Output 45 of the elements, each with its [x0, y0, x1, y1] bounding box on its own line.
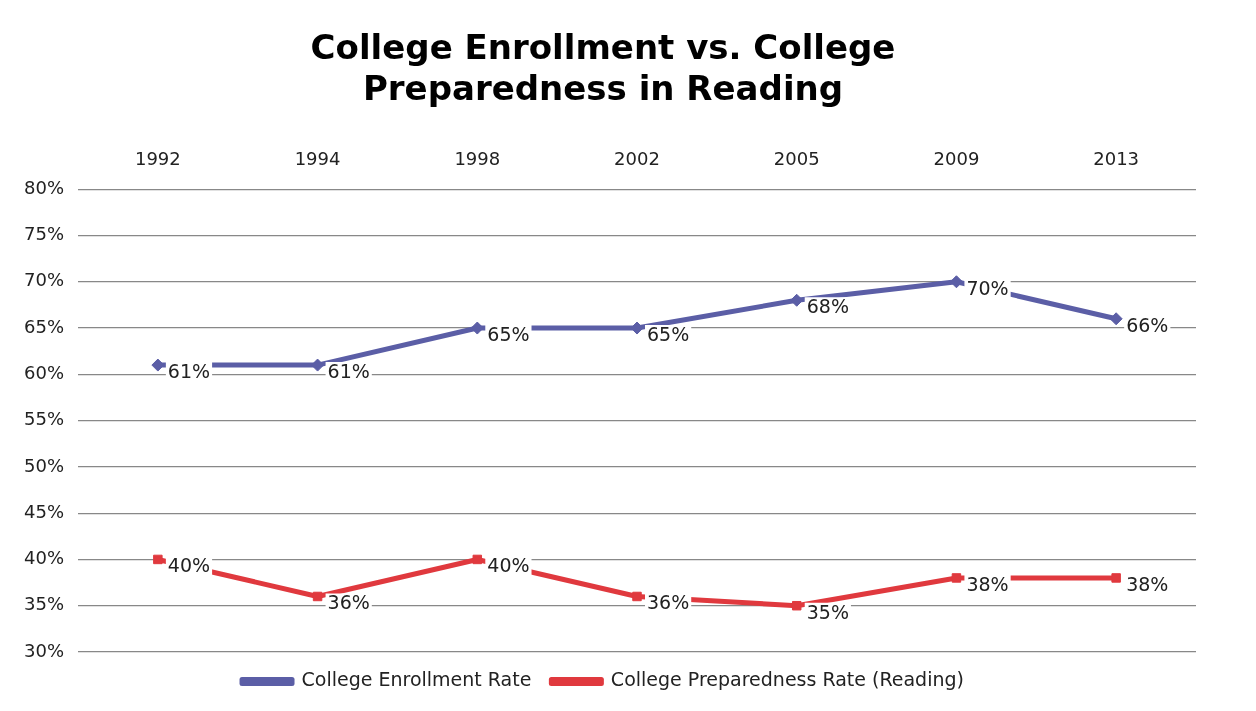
data-label: 65% [487, 322, 530, 345]
x-tick-label: 2009 [933, 148, 980, 170]
point [632, 591, 642, 602]
x-tick-label: 1992 [134, 148, 181, 170]
data-label: 68% [806, 295, 849, 318]
data-label: 38% [1126, 572, 1169, 595]
chart-title: College Enrollment vs. College Preparedness in Reading [310, 27, 896, 109]
data-label: 61% [167, 360, 211, 382]
data-label: 40% [167, 554, 211, 577]
y-tick-label: 60% [23, 361, 65, 383]
data-label: 66% [1126, 313, 1169, 336]
y-tick-label: 65% [23, 315, 65, 337]
data-label: 35% [806, 600, 849, 623]
y-tick-label: 35% [23, 593, 65, 615]
data-label: 38% [966, 572, 1009, 595]
data-label: 65% [647, 322, 690, 345]
y-tick-label: 45% [23, 500, 65, 522]
y-tick-label: 40% [23, 547, 65, 569]
point [951, 573, 962, 583]
point [153, 554, 163, 565]
y-tick-label: 55% [23, 408, 65, 430]
legend-label: College Enrollment Rate [301, 668, 532, 691]
data-label: 40% [487, 554, 530, 577]
x-tick-label: 1994 [294, 148, 341, 170]
point [312, 591, 323, 602]
data-label: 61% [327, 360, 370, 382]
data-label: 36% [327, 591, 370, 614]
y-tick-label: 75% [23, 223, 65, 245]
x-tick-label: 1998 [454, 148, 501, 170]
x-tick-label: 2002 [614, 148, 660, 170]
data-label: 70% [966, 276, 1009, 299]
y-tick-label: 30% [23, 639, 65, 661]
point [1111, 573, 1121, 583]
point [1109, 312, 1123, 326]
y-tick-label: 70% [23, 269, 65, 291]
point [791, 600, 802, 611]
legend-label: College Preparedness Rate (Reading) [610, 668, 964, 691]
data-label: 36% [647, 591, 690, 614]
point [470, 321, 484, 335]
point [311, 358, 325, 372]
point [472, 554, 483, 565]
x-tick-label: 2013 [1093, 148, 1140, 170]
y-tick-label: 80% [23, 176, 65, 198]
y-tick-label: 50% [23, 454, 65, 476]
x-tick-label: 2005 [773, 148, 820, 170]
